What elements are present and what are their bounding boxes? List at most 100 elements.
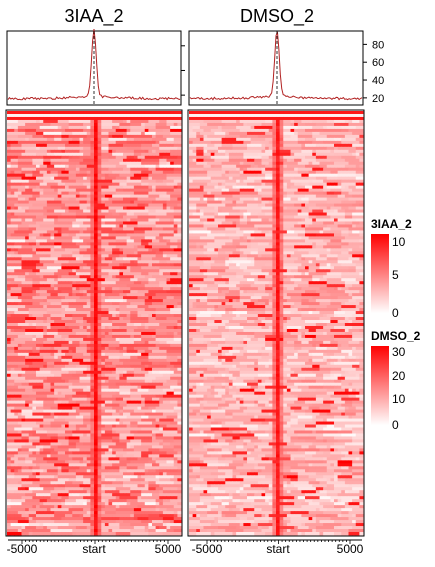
heatmap-1-cell (126, 119, 131, 124)
heatmap-1-cell (155, 182, 160, 187)
heatmap-1-cell (83, 337, 88, 342)
heatmap-1-cell (43, 224, 48, 228)
heatmap-1-cell (36, 331, 41, 336)
heatmap-1-cell (17, 317, 22, 321)
heatmap-1-cell (126, 125, 131, 130)
heatmap-1-cell (61, 418, 66, 422)
heatmap-1-cell (101, 230, 106, 234)
heatmap-1-cell (17, 343, 22, 348)
heatmap-1-cell (152, 176, 157, 181)
heatmap-1-cell (72, 185, 77, 190)
heatmap-1-cell (75, 269, 80, 273)
heatmap-1-cell (112, 382, 117, 387)
heatmap-1-cell (10, 224, 15, 228)
heatmap-1-cell (119, 334, 124, 339)
heatmap-1-cell (57, 352, 62, 357)
heatmap-1-cell (50, 275, 55, 279)
heatmap-1-cell (43, 337, 48, 342)
heatmap-1-cell (141, 263, 146, 267)
heatmap-1-cell (133, 325, 138, 330)
heatmap-1-cell (173, 173, 178, 178)
heatmap-1-cell (148, 257, 153, 261)
heatmap-1-cell (123, 388, 128, 393)
heatmap-1-cell (155, 272, 160, 276)
heatmap-1-cell (159, 397, 164, 402)
heatmap-1-cell (7, 140, 12, 145)
heatmap-1-cell (104, 355, 109, 360)
heatmap-1-cell (90, 218, 95, 222)
heatmap-1-cell (159, 155, 164, 160)
heatmap-1-cell (65, 206, 70, 210)
heatmap-1-cell (17, 376, 22, 381)
heatmap-1-cell (130, 248, 135, 252)
heatmap-1-cell (14, 328, 19, 333)
heatmap-1-cell (54, 409, 59, 413)
heatmap-1-cell (25, 334, 30, 339)
heatmap-1-cell (83, 257, 88, 261)
heatmap-1-cell (17, 328, 22, 333)
heatmap-1-cell (7, 287, 12, 291)
heatmap-1-cell (7, 197, 12, 201)
heatmap-1-cell (137, 409, 142, 413)
heatmap-1-cell (94, 397, 99, 402)
heatmap-1-cell (39, 305, 44, 309)
heatmap-1-cell (32, 281, 37, 285)
heatmap-1-cell (170, 233, 175, 237)
heatmap-1-cell (177, 376, 182, 381)
heatmap-1-cell (144, 152, 149, 157)
heatmap-1-cell (115, 146, 120, 151)
heatmap-1-cell (144, 158, 149, 163)
heatmap-1-cell (86, 293, 91, 297)
heatmap-1-cell (50, 305, 55, 309)
heatmap-1-cell (72, 311, 77, 315)
heatmap-1-cell (36, 173, 41, 178)
heatmap-1-cell (101, 320, 106, 324)
heatmap-1-cell (61, 361, 66, 366)
heatmap-1-cell (152, 113, 157, 118)
heatmap-1-cell (130, 173, 135, 178)
heatmap-1-cell (104, 206, 109, 210)
heatmap-1-cell (126, 176, 131, 181)
heatmap-1-cell (112, 197, 117, 201)
heatmap-1-cell (43, 200, 48, 204)
heatmap-1-cell (137, 149, 142, 154)
heatmap-1-cell (86, 394, 91, 399)
heatmap-1-cell (83, 212, 88, 216)
heatmap-1-cell (166, 155, 171, 160)
heatmap-1-cell (166, 242, 171, 246)
heatmap-1-cell (46, 314, 51, 318)
heatmap-1-cell (94, 308, 99, 312)
heatmap-1-cell (148, 140, 153, 145)
heatmap-1-cell (21, 266, 26, 270)
heatmap-1-cell (177, 128, 182, 133)
heatmap-1-cell (46, 269, 51, 273)
heatmap-1-cell (46, 266, 51, 270)
heatmap-1-cell (123, 269, 128, 273)
heatmap-1-cell (133, 218, 138, 222)
heatmap-1-cell (72, 266, 77, 270)
heatmap-1-cell (61, 281, 66, 285)
heatmap-1-cell (130, 116, 135, 121)
heatmap-1-cell (10, 260, 15, 264)
heatmap-1-cell (166, 394, 171, 399)
heatmap-1-cell (130, 284, 135, 288)
heatmap-1-cell (144, 412, 149, 416)
heatmap-1-cell (152, 418, 157, 422)
heatmap-1-cell (123, 230, 128, 234)
heatmap-1-cell (36, 227, 41, 231)
heatmap-1-cell (119, 254, 124, 258)
heatmap-1-cell (57, 227, 62, 231)
heatmap-1-cell (152, 251, 157, 255)
heatmap-1-cell (86, 248, 91, 252)
heatmap-1-cell (61, 311, 66, 315)
heatmap-1-cell (43, 403, 48, 408)
heatmap-1-cell (61, 206, 66, 210)
heatmap-1-cell (14, 248, 19, 252)
heatmap-1-cell (108, 403, 113, 408)
heatmap-1-cell (148, 272, 153, 276)
heatmap-1-cell (43, 185, 48, 190)
heatmap-1-cell (148, 215, 153, 219)
heatmap-1-cell (65, 143, 70, 148)
heatmap-1-cell (97, 325, 102, 330)
heatmap-1-cell (112, 400, 117, 405)
